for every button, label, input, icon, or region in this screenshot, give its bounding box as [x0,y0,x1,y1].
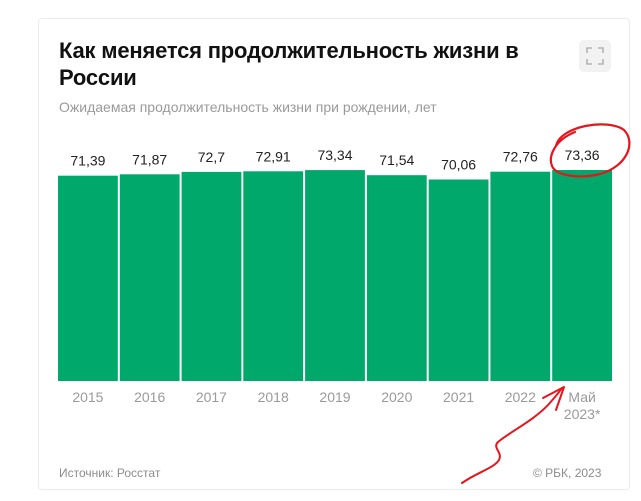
chart-title: Как меняется продолжительность жизни в Р… [59,38,519,90]
chart-card: Как меняется продолжительность жизни в Р… [38,18,630,490]
copyright-label: © РБК, 2023 [533,466,602,480]
expand-button[interactable] [579,40,611,72]
expand-icon [586,47,604,65]
source-label: Источник: Росстат [59,466,161,480]
chart-subtitle: Ожидаемая продолжительность жизни при ро… [59,99,437,115]
